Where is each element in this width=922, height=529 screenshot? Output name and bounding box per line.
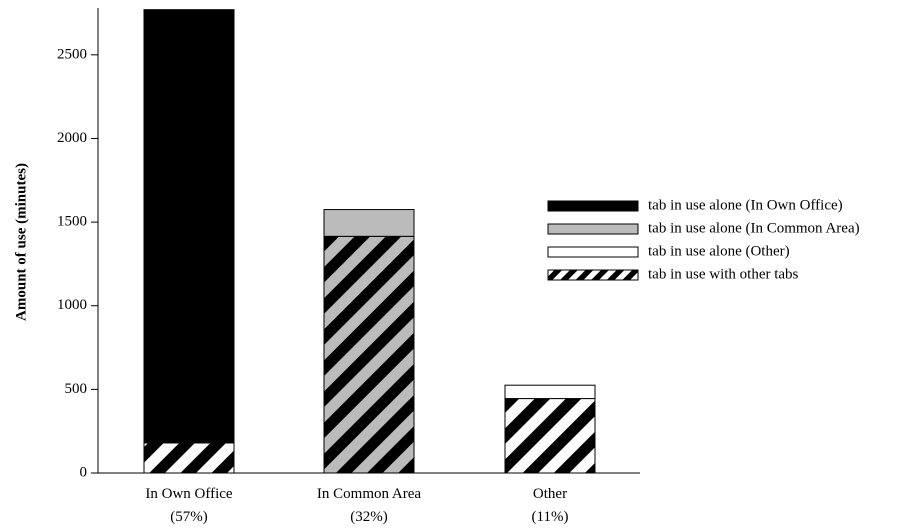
bar-segment-tab-in-use-alone-other [504,384,596,400]
legend-swatch [547,200,639,212]
x-labels: In Own Office (57%) In Common Area (32%) Oth… [145,486,568,525]
x-category-share: (11%) [532,509,569,525]
legend-swatch [547,223,639,235]
bar-segment-tab-in-use-alone-in-own-office [143,9,235,444]
y-tick-label: 2000 [57,130,87,146]
legend-label: tab in use alone (In Common Area) [648,220,860,236]
y-tick-label: 2500 [57,46,87,62]
legend-label: tab in use alone (Other) [648,243,790,259]
y-tick-label: 0 [80,464,88,480]
legend-swatch [547,246,639,258]
bar-segment-tab-in-use-with-other-tabs [504,398,596,474]
x-category-label: Other [533,486,567,502]
bar-segment-tab-in-use-alone-in-common-area [323,209,415,237]
y-tick-label: 500 [65,381,88,397]
y-tick-label: 1000 [57,297,87,313]
bar-segment-tab-in-use-with-other-tabs [143,442,235,474]
x-category-label: In Common Area [317,486,421,502]
y-ticks: 0 500 1000 1500 2000 2500 [57,46,98,480]
legend-swatch [547,269,639,281]
bar-segment-tab-in-use-with-other-tabs [323,235,415,474]
x-category-label: In Own Office [145,486,233,502]
y-tick-label: 1500 [57,214,87,230]
legend-label: tab in use with other tabs [648,266,799,282]
y-axis-title: Amount of use (minutes) [13,163,29,321]
legend-label: tab in use alone (In Own Office) [648,197,843,213]
x-category-share: (32%) [350,509,388,525]
x-category-share: (57%) [170,509,208,525]
legend: tab in use alone (In Own Office) tab in u… [547,197,860,282]
bars [143,9,596,474]
